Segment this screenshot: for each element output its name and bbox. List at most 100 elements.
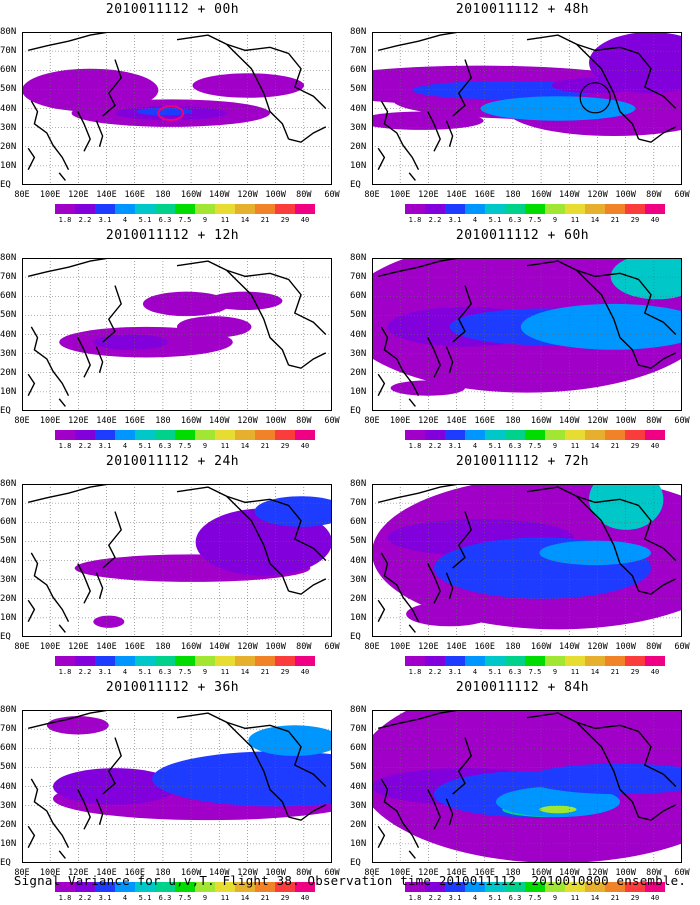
- colorbar-label: 14: [590, 668, 600, 676]
- longitude-tick-label: 140E: [96, 868, 117, 878]
- latitude-tick-label: EQ: [350, 406, 361, 416]
- colorbar-label: 3.1: [448, 442, 462, 450]
- longitude-tick-label: 180: [505, 868, 521, 878]
- colorbar-label: 7.5: [178, 216, 192, 224]
- longitude-tick-label: 100W: [265, 190, 286, 200]
- latitude-tick-label: 70N: [0, 46, 17, 57]
- colorbar-label: 7.5: [528, 668, 542, 676]
- colorbar-swatch: [465, 430, 485, 440]
- colorbar-label: 1.8: [58, 216, 72, 224]
- colorbar-swatch: [275, 204, 295, 214]
- longitude-tick-label: 180: [505, 416, 521, 426]
- colorbar-label: 2.2: [428, 442, 442, 450]
- colorbar-swatch: [505, 656, 525, 666]
- longitude-tick-label: 140E: [446, 190, 467, 200]
- colorbar-swatch: [405, 882, 425, 892]
- colorbar-swatch: [295, 430, 315, 440]
- colorbar-label: 6.3: [158, 216, 172, 224]
- coastline: [289, 579, 326, 594]
- forecast-panel: 2010011112 + 12h 80N 70N 60N 50N 40N 30N 20N 10N…: [0, 228, 345, 453]
- colorbar-swatch: [625, 430, 645, 440]
- variance-region: [22, 68, 159, 112]
- longitude-tick-label: 80E: [364, 868, 380, 878]
- latitude-tick-label: 30N: [0, 800, 17, 811]
- longitude-tick-label: 180: [155, 190, 171, 200]
- colorbar-label: 11: [570, 216, 580, 224]
- latitude-tick-label: 60N: [0, 65, 17, 76]
- longitude-tick-label: 80E: [14, 868, 30, 878]
- colorbar-label: 4: [122, 216, 128, 224]
- longitude-tick-label: 100W: [265, 416, 286, 426]
- latitude-tick-label: 20N: [350, 819, 367, 830]
- colorbar-label: 40: [650, 894, 660, 902]
- colorbar-swatch: [465, 656, 485, 666]
- colorbar-swatch: [545, 882, 565, 892]
- coastline: [446, 121, 452, 147]
- colorbar-label: 3.1: [98, 442, 112, 450]
- latitude-tick-label: 70N: [350, 272, 367, 283]
- forecast-panel: 2010011112 + 48h 80N 70N 60N 50N 40N 30N 20N 10N…: [350, 2, 695, 227]
- coastline: [378, 484, 459, 502]
- longitude-tick-label: 160E: [124, 416, 145, 426]
- coastlines: [378, 258, 676, 406]
- colorbar-label: 5.1: [488, 894, 502, 902]
- longitude-tick-label: 100W: [265, 642, 286, 652]
- colorbar-swatch: [115, 430, 135, 440]
- coastline: [453, 512, 472, 569]
- colorbar-label: 9: [202, 216, 208, 224]
- colorbar-swatch: [645, 656, 665, 666]
- colorbar-swatch: [55, 656, 75, 666]
- colorbar-swatch: [505, 430, 525, 440]
- colorbar-swatch: [485, 882, 505, 892]
- longitude-tick-label: 140W: [559, 190, 580, 200]
- latitude-tick-label: 70N: [350, 498, 367, 509]
- colorbar-label: 21: [610, 668, 620, 676]
- longitude-tick-label: 180: [155, 868, 171, 878]
- map-plot: [22, 484, 332, 637]
- colorbar-label: 29: [280, 216, 290, 224]
- latitude-tick-label: 20N: [350, 367, 367, 378]
- colorbar-swatch: [425, 656, 445, 666]
- colorbar-label: 3.1: [98, 668, 112, 676]
- longitude-tick-label: 140E: [446, 868, 467, 878]
- colorbar-label: 1.8: [58, 668, 72, 676]
- latitude-tick-label: 70N: [0, 498, 17, 509]
- longitude-tick-label: 80E: [14, 642, 30, 652]
- longitude-tick-label: 80E: [364, 642, 380, 652]
- longitude-tick-label: 80W: [646, 868, 662, 878]
- coastlines: [28, 484, 326, 632]
- coastline: [96, 347, 102, 373]
- colorbar-swatch: [625, 204, 645, 214]
- colorbar-label: 29: [630, 216, 640, 224]
- longitude-tick-label: 100W: [615, 868, 636, 878]
- colorbar-swatch: [175, 430, 195, 440]
- latitude-tick-label: 50N: [350, 536, 367, 547]
- latitude-tick-label: 70N: [0, 724, 17, 735]
- colorbar-label: 40: [300, 442, 310, 450]
- coastline: [177, 35, 289, 139]
- latitude-tick-label: 60N: [0, 743, 17, 754]
- coastlines: [378, 32, 676, 180]
- coastline: [527, 487, 639, 591]
- coastline: [78, 790, 90, 830]
- latitude-tick-label: 60N: [0, 517, 17, 528]
- coastline: [59, 399, 65, 407]
- coastline: [428, 790, 440, 830]
- colorbar-swatch: [235, 882, 255, 892]
- figure-caption: Signal Variance for u,v,T. Flight 38. Ob…: [13, 873, 687, 888]
- coastline: [289, 127, 326, 142]
- colorbar-swatch: [175, 204, 195, 214]
- colorbar-label: 40: [650, 216, 660, 224]
- longitude-tick-label: 120E: [418, 190, 439, 200]
- longitude-tick-label: 120E: [68, 868, 89, 878]
- latitude-tick-label: 80N: [0, 253, 17, 263]
- colorbar-label: 2.2: [428, 668, 442, 676]
- latitude-tick-label: 70N: [350, 724, 367, 735]
- coastline: [378, 600, 384, 621]
- colorbar-swatch: [505, 204, 525, 214]
- colorbar-swatch: [605, 656, 625, 666]
- variance-region: [108, 555, 171, 581]
- colorbar-swatch: [135, 430, 155, 440]
- colorbar-swatch: [295, 882, 315, 892]
- variance-region: [589, 484, 664, 530]
